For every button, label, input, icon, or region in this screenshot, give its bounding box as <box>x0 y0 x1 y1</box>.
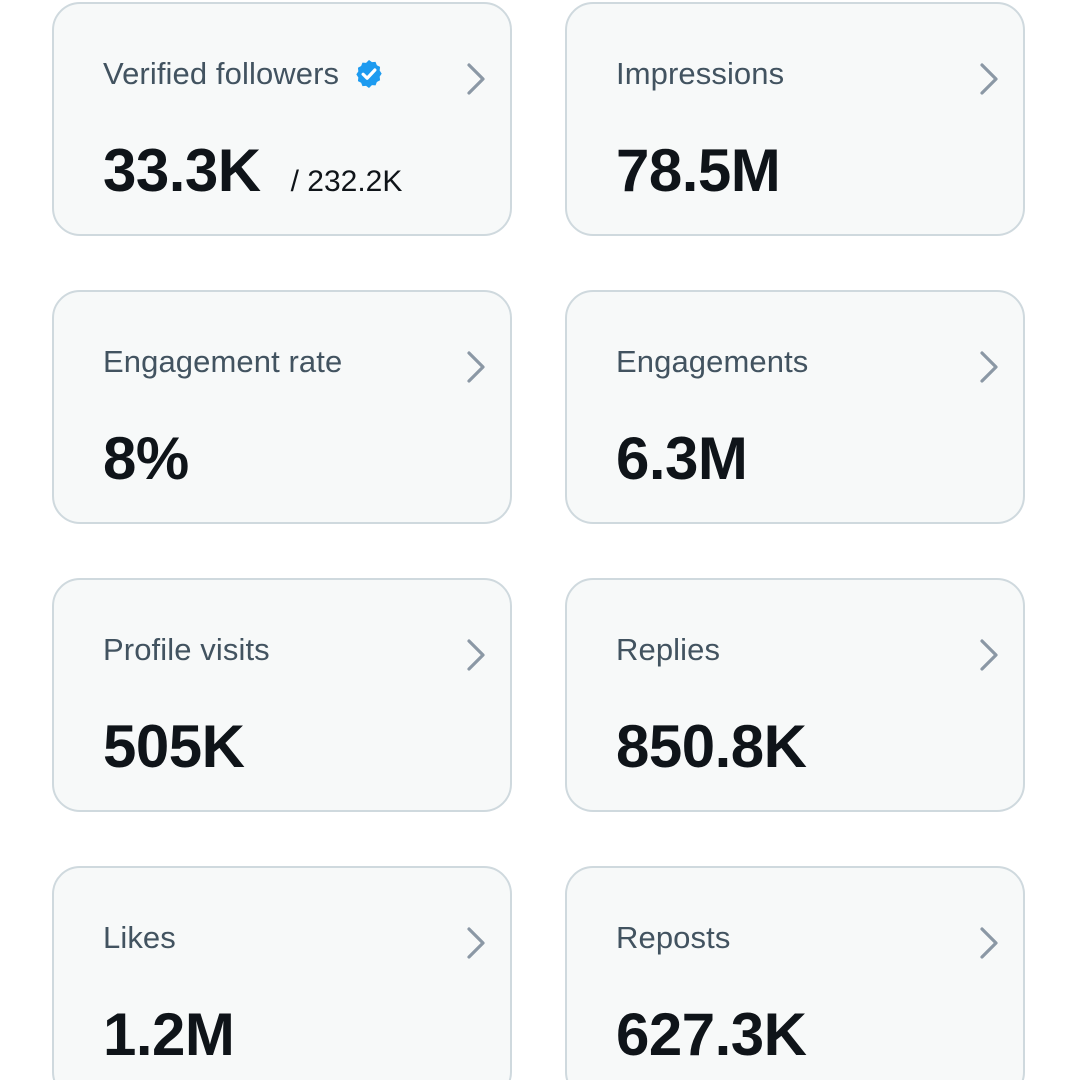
metric-value: 6.3M <box>616 425 748 492</box>
metric-value-row: 78.5M <box>616 136 781 205</box>
metric-value-row: 6.3M <box>616 424 748 493</box>
metric-value: 627.3K <box>616 1001 807 1068</box>
metric-label: Reposts <box>616 920 731 955</box>
metric-label-wrapper: Reposts <box>616 920 730 956</box>
metric-card-likes[interactable]: Likes 1.2M <box>52 866 512 1080</box>
metric-value-row: 627.3K <box>616 1000 807 1069</box>
metric-card-reposts[interactable]: Reposts 627.3K <box>565 866 1025 1080</box>
metric-value: 505K <box>103 713 245 780</box>
metric-card-engagement-rate[interactable]: Engagement rate 8% <box>52 290 512 524</box>
metric-value-row: 850.8K <box>616 712 807 781</box>
metric-label: Impressions <box>616 56 785 91</box>
metric-value-row: 8% <box>103 424 189 493</box>
metric-label-wrapper: Verified followers <box>103 56 385 92</box>
chevron-right-icon <box>467 927 485 959</box>
metric-card-engagements[interactable]: Engagements 6.3M <box>565 290 1025 524</box>
metric-value: 1.2M <box>103 1001 235 1068</box>
metric-value: 850.8K <box>616 713 807 780</box>
metric-label: Profile visits <box>103 632 270 667</box>
chevron-right-icon <box>467 63 485 95</box>
chevron-right-icon <box>467 351 485 383</box>
metric-label-wrapper: Replies <box>616 632 720 668</box>
metric-card-impressions[interactable]: Impressions 78.5M <box>565 2 1025 236</box>
metric-value: 78.5M <box>616 137 781 204</box>
metric-subvalue: / 232.2K <box>290 165 403 198</box>
metric-label-wrapper: Likes <box>103 920 176 956</box>
metric-label: Replies <box>616 632 721 667</box>
chevron-right-icon <box>980 63 998 95</box>
chevron-right-icon <box>980 351 998 383</box>
chevron-right-icon <box>980 927 998 959</box>
chevron-right-icon <box>980 639 998 671</box>
metric-value-row: 1.2M <box>103 1000 235 1069</box>
metric-card-profile-visits[interactable]: Profile visits 505K <box>52 578 512 812</box>
metric-value-row: 33.3K / 232.2K <box>103 136 402 205</box>
metric-value: 33.3K <box>103 137 261 204</box>
metric-card-replies[interactable]: Replies 850.8K <box>565 578 1025 812</box>
metric-label-wrapper: Engagement rate <box>103 344 342 380</box>
metric-label: Verified followers <box>103 56 340 91</box>
metric-value-row: 505K <box>103 712 245 781</box>
metric-value: 8% <box>103 425 189 492</box>
metric-label-wrapper: Impressions <box>616 56 784 92</box>
metric-card-verified-followers[interactable]: Verified followers 33.3K / 232.2K <box>52 2 512 236</box>
verified-badge-icon <box>356 60 382 88</box>
metric-label-wrapper: Profile visits <box>103 632 270 668</box>
metric-label: Engagement rate <box>103 344 343 379</box>
metric-label: Engagements <box>616 344 809 379</box>
metric-label-wrapper: Engagements <box>616 344 808 380</box>
metric-label: Likes <box>103 920 176 955</box>
chevron-right-icon <box>467 639 485 671</box>
